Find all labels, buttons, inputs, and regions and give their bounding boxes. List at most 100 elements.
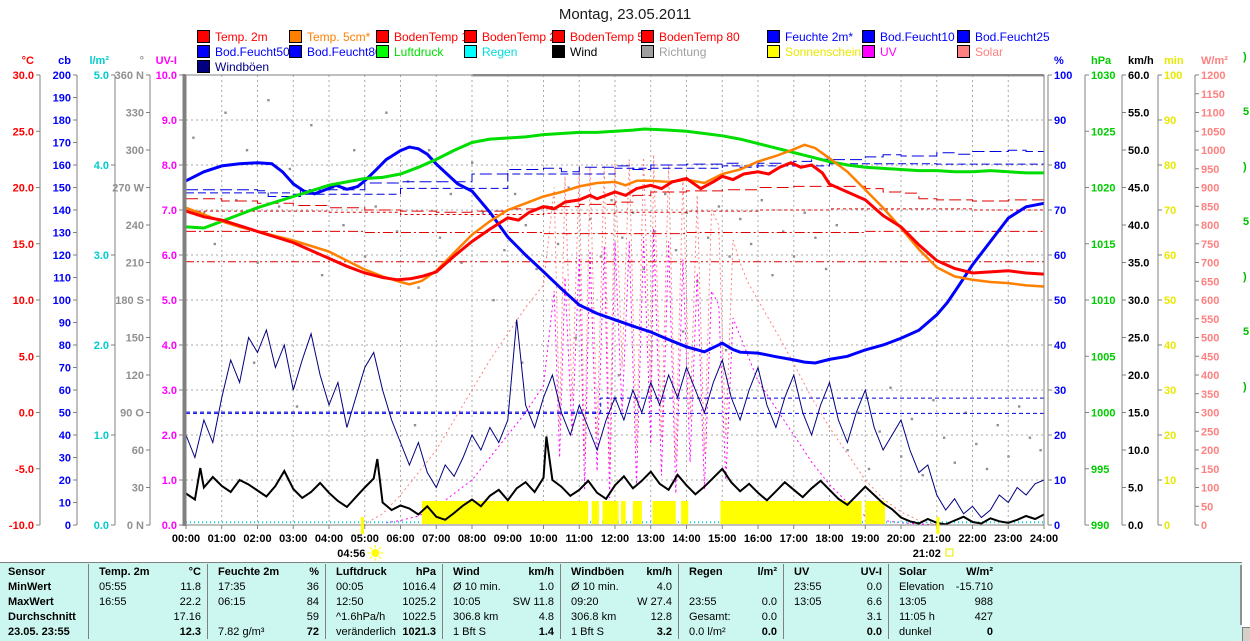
cell-key: 23:55 <box>794 580 822 593</box>
svg-text:cb: cb <box>58 55 71 67</box>
svg-text:10: 10 <box>1164 475 1176 487</box>
svg-text:10.0: 10.0 <box>1128 445 1149 457</box>
svg-text:4.0: 4.0 <box>94 160 109 172</box>
svg-text:00:00: 00:00 <box>172 533 200 545</box>
svg-text:10: 10 <box>1054 475 1066 487</box>
svg-text:300: 300 <box>126 145 144 157</box>
svg-text:0: 0 <box>65 520 71 532</box>
series-temp-5cm <box>185 143 1045 288</box>
legend-item-bodentemp-80: BodenTemp 80 <box>641 30 767 44</box>
cell-value: 36 <box>306 580 319 593</box>
cell-key: 05:55 <box>99 580 127 593</box>
legend-item-richtung: Richtung <box>641 45 767 59</box>
svg-text:0: 0 <box>1054 520 1060 532</box>
x-axis-labels: 00:00 01:00 02:00 03:00 04:00 05:00 06:00 07:00… <box>172 525 1058 545</box>
svg-text:10.0: 10.0 <box>156 70 177 82</box>
cell-key: dunkel <box>899 625 932 638</box>
cell-value: 1025.2 <box>402 595 436 608</box>
cell-value: 427 <box>974 610 993 623</box>
row-label: Sensor <box>8 565 46 578</box>
svg-text:7.0: 7.0 <box>162 205 177 217</box>
table-cell-windboeen: Ø 10 min. 4.0 <box>560 579 678 594</box>
cell-value: 1.4 <box>538 625 554 638</box>
cell-key: Windböen <box>571 565 625 578</box>
legend-swatch <box>464 45 477 58</box>
svg-text:20: 20 <box>1054 430 1066 442</box>
legend-item-solar: Solar <box>957 45 1057 59</box>
svg-text:1015: 1015 <box>1091 239 1115 251</box>
svg-text:60.0: 60.0 <box>1128 70 1149 82</box>
table-cell-uv: UV UV-I <box>783 564 888 579</box>
svg-text:°C: °C <box>22 55 34 67</box>
legend-item-bod-feucht50: Bod.Feucht50 <box>197 45 290 59</box>
legend-item-bod-feucht80: Bod.Feucht80 <box>289 45 382 59</box>
legend-item-luftdruck: Luftdruck <box>376 45 464 59</box>
svg-text:°: ° <box>140 55 144 67</box>
cell-key: 12:50 <box>336 595 364 608</box>
svg-text:30: 30 <box>1164 385 1176 397</box>
series-richtung <box>192 74 1044 477</box>
svg-text:15:00: 15:00 <box>708 533 736 545</box>
table-cell-uv: 23:55 0.0 <box>783 579 888 594</box>
svg-text:900: 900 <box>1201 183 1219 195</box>
svg-text:40: 40 <box>1164 340 1176 352</box>
svg-text:): ) <box>1243 51 1247 63</box>
svg-text:990: 990 <box>1091 520 1109 532</box>
svg-text:400: 400 <box>1201 370 1219 382</box>
series-sonnenschein <box>421 501 885 524</box>
legend-swatch <box>957 45 970 58</box>
table-cell-windboeen: Windböen km/h <box>560 564 678 579</box>
legend-label: Richtung <box>659 44 707 59</box>
legend-item-bod-feucht10: Bod.Feucht10 <box>862 30 957 44</box>
svg-text:1005: 1005 <box>1091 351 1115 363</box>
svg-text:0.0: 0.0 <box>94 520 109 532</box>
svg-text:270 W: 270 W <box>112 183 144 195</box>
cell-value: hPa <box>415 565 436 578</box>
svg-text:240: 240 <box>126 220 144 232</box>
svg-text:12:00: 12:00 <box>601 533 629 545</box>
svg-text:40: 40 <box>1054 340 1066 352</box>
cell-value: 17.16 <box>173 610 201 623</box>
legend-item-bodentemp-50: BodenTemp 50 <box>552 30 651 44</box>
svg-text:5.0: 5.0 <box>1128 483 1143 495</box>
cell-key: 306.8 km <box>571 610 617 623</box>
svg-text:90 O: 90 O <box>120 408 144 420</box>
svg-text:80: 80 <box>1054 160 1066 172</box>
cell-value: 1021.3 <box>402 625 436 638</box>
svg-text:50.0: 50.0 <box>1128 145 1149 157</box>
cell-value: SW 11.8 <box>512 595 554 608</box>
window-edge-artifact <box>1240 565 1242 625</box>
cell-key: Wind <box>453 565 480 578</box>
series-bod-feucht10 <box>186 149 1045 197</box>
table-cell-temp-2m: 12.3 <box>88 624 207 639</box>
series-bodentemp-10 <box>186 185 1045 213</box>
svg-text:250: 250 <box>1201 426 1219 438</box>
legend-swatch <box>376 30 389 43</box>
cell-key: Temp. 2m <box>99 565 150 578</box>
svg-text:6.0: 6.0 <box>162 250 177 262</box>
cell-value: W 27.4 <box>637 595 672 608</box>
svg-text:3.0: 3.0 <box>162 385 177 397</box>
svg-text:0: 0 <box>1201 520 1207 532</box>
svg-text:100: 100 <box>1164 70 1182 82</box>
table-cell-feuchte-2m: 59 <box>207 609 325 624</box>
svg-text:04:56: 04:56 <box>337 548 365 560</box>
resize-grip[interactable] <box>1242 627 1250 641</box>
svg-text:20:00: 20:00 <box>887 533 915 545</box>
svg-text:UV-I: UV-I <box>156 55 177 67</box>
svg-text:): ) <box>1243 381 1247 393</box>
axis-dir: 0 N 30 60 90 O 120 150 180 S 210 240 270 W 300 330 3… <box>112 55 151 532</box>
svg-text:20: 20 <box>59 475 71 487</box>
svg-text:150: 150 <box>1201 464 1219 476</box>
legend-swatch <box>552 45 565 58</box>
cell-key: ^1.6hPa/h <box>336 610 386 623</box>
legend-label: BodenTemp 80 <box>659 29 740 44</box>
cell-value: 22.2 <box>179 595 201 608</box>
table-row: Sensor Temp. 2m °C Feuchte 2m% Luftdruck hPa W… <box>0 564 1242 579</box>
svg-text:450: 450 <box>1201 351 1219 363</box>
svg-text:170: 170 <box>53 138 71 150</box>
cell-key: Gesamt: <box>689 610 731 623</box>
sensor-table: Sensor Temp. 2m °C Feuchte 2m% Luftdruck hPa W… <box>0 562 1242 641</box>
svg-text:60: 60 <box>132 445 144 457</box>
svg-text:1100: 1100 <box>1201 108 1225 120</box>
